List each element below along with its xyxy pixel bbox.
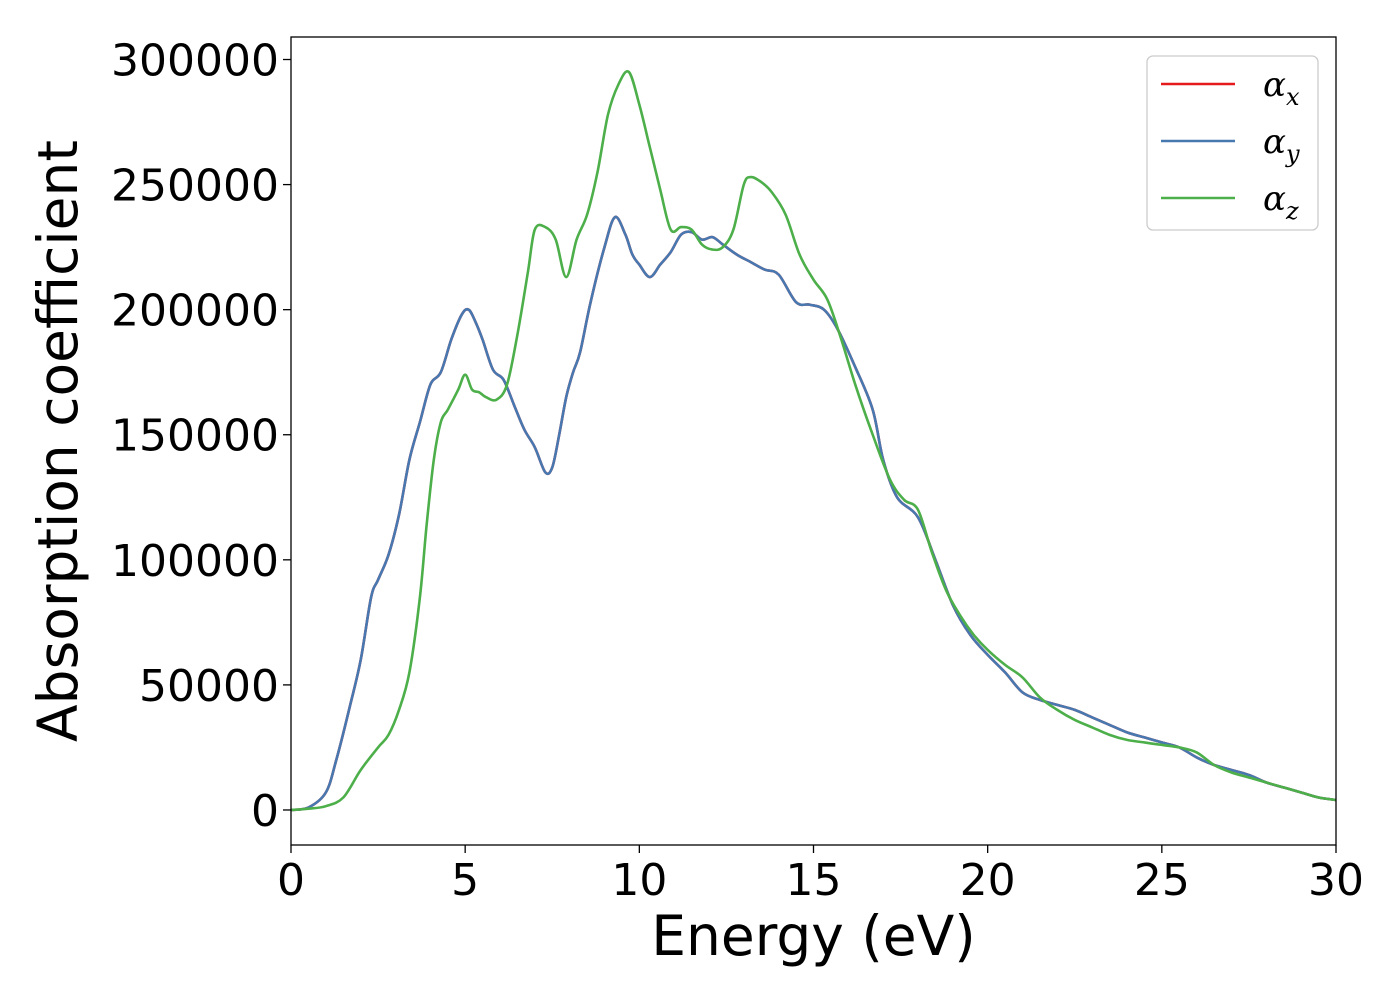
y-tick-label: 0 xyxy=(251,786,279,837)
legend: αx αy αz xyxy=(1146,55,1319,231)
legend-box xyxy=(1146,55,1319,231)
legend-label-alpha-x: αx xyxy=(1263,65,1300,111)
series-line-alpha-y xyxy=(291,215,1336,812)
x-tick-label: 25 xyxy=(1134,855,1190,906)
y-tick-label: 300000 xyxy=(111,36,279,87)
series-layer xyxy=(291,69,1336,812)
x-tick-label: 0 xyxy=(277,855,305,906)
x-axis: 0 5 10 15 20 25 30 xyxy=(277,845,1364,906)
x-tick-label: 10 xyxy=(611,855,667,906)
y-axis: 0 50000 100000 150000 200000 250000 300000 xyxy=(111,36,291,837)
y-tick-label: 100000 xyxy=(111,536,279,587)
y-tick-label: 50000 xyxy=(139,661,279,712)
y-tick-label: 200000 xyxy=(111,286,279,337)
y-axis-title: Absorption coefficient xyxy=(26,140,90,742)
x-tick-label: 20 xyxy=(960,855,1016,906)
x-axis-title: Energy (eV) xyxy=(651,904,975,968)
y-tick-label: 250000 xyxy=(111,161,279,212)
x-tick-label: 15 xyxy=(786,855,842,906)
series-line-alpha-z xyxy=(291,69,1336,812)
x-tick-label: 30 xyxy=(1308,855,1364,906)
x-tick-label: 5 xyxy=(451,855,479,906)
legend-label-alpha-y: αy xyxy=(1263,122,1300,168)
legend-label-alpha-z: αz xyxy=(1263,179,1299,225)
y-tick-label: 150000 xyxy=(111,411,279,462)
